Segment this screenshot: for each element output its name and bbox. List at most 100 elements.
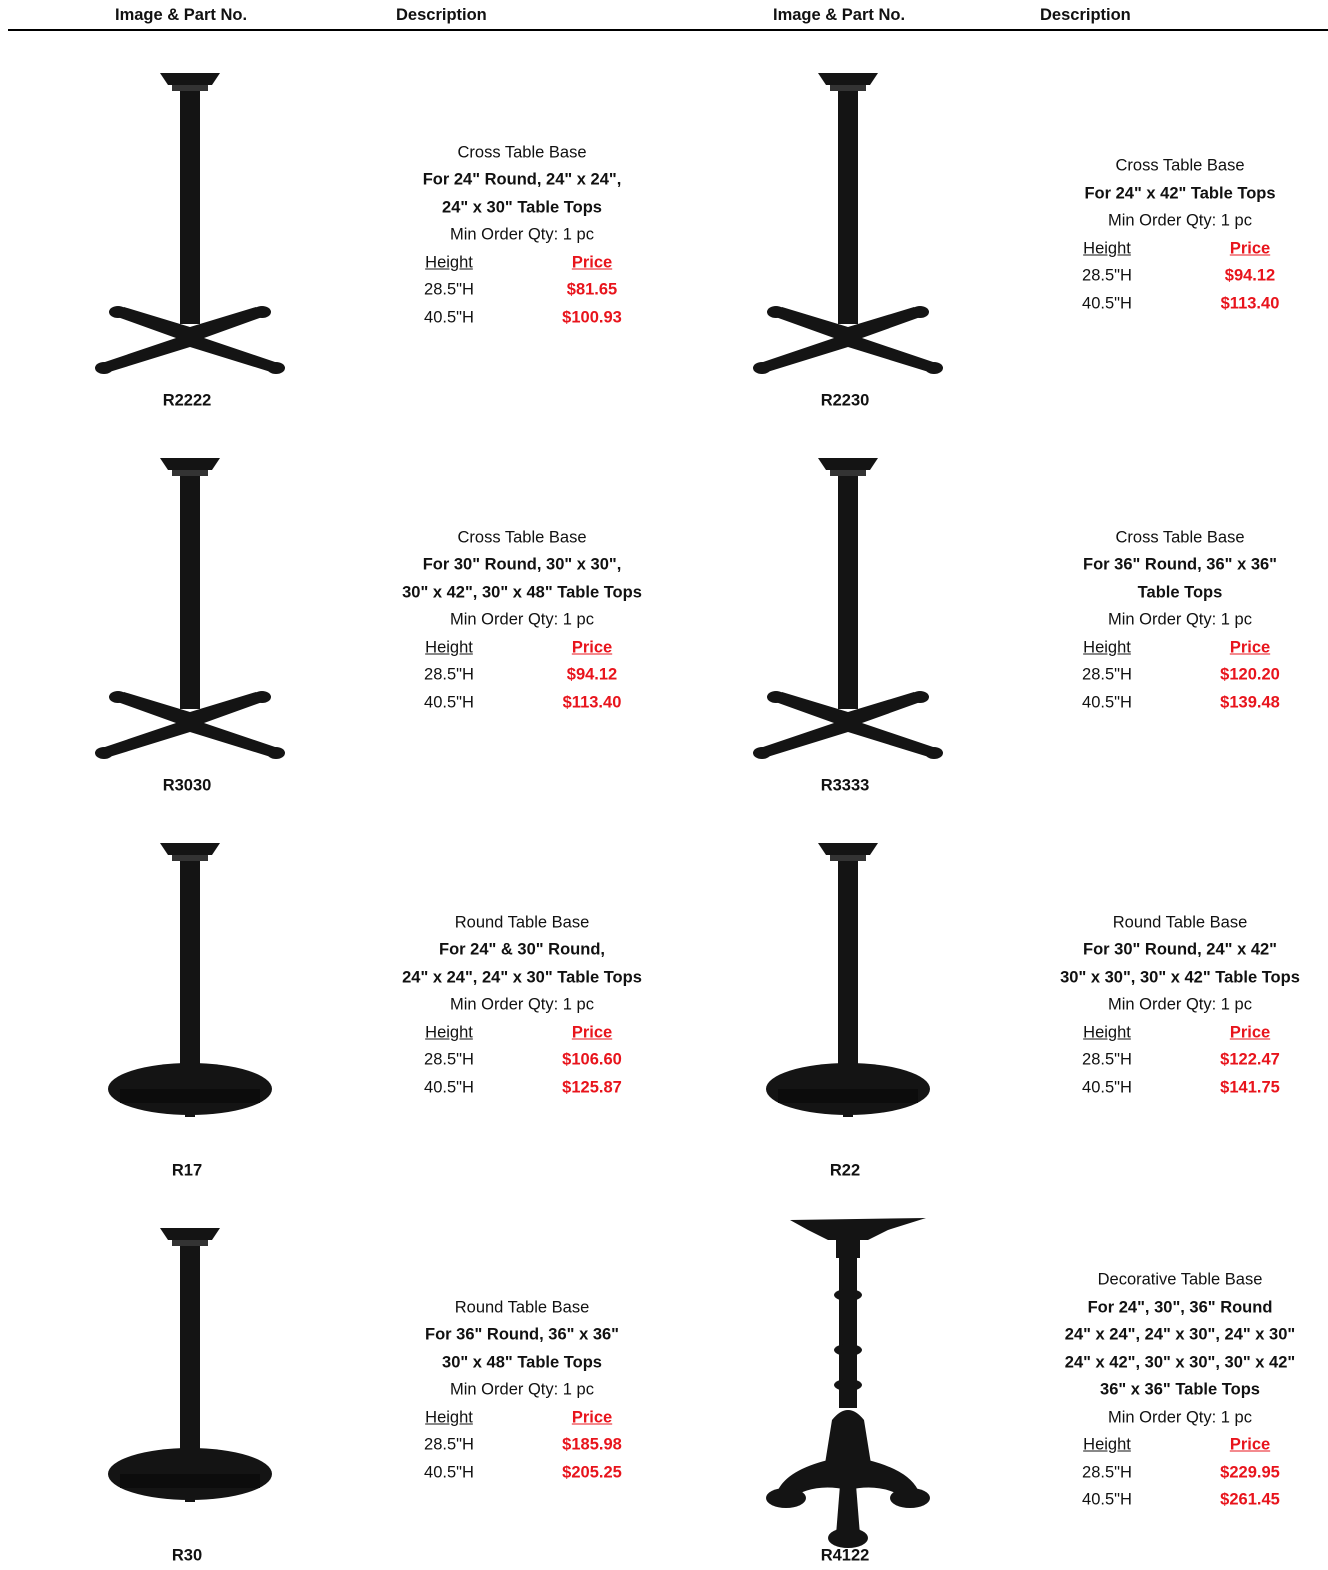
text: Height: [1083, 638, 1131, 656]
text: 24" x 42", 30" x 30", 30" x 42": [1064, 1353, 1296, 1371]
image-part: [180, 484, 200, 709]
text: Cross Table Base: [457, 143, 587, 161]
text: Height: [425, 1023, 473, 1041]
image-part: [253, 306, 271, 318]
column-header: Description: [396, 6, 487, 24]
text: Price: [571, 638, 613, 656]
text: Price: [1229, 1023, 1271, 1041]
image-part: [180, 476, 200, 484]
text: 28.5"H: [424, 665, 474, 684]
image-part: [911, 691, 929, 703]
text: $205.25: [562, 1463, 622, 1481]
image-part: [838, 484, 858, 709]
text: $100.93: [562, 308, 622, 326]
image-part: [180, 91, 200, 99]
image-part: [778, 1460, 918, 1500]
text: 36" x 36" Table Tops: [1100, 1380, 1260, 1399]
image-part: [911, 306, 929, 318]
text: Height: [1083, 239, 1131, 258]
image-part: [760, 307, 936, 373]
text: Round Table Base: [1112, 913, 1248, 931]
image-part: [109, 306, 127, 318]
image-part: [838, 91, 858, 99]
image-part: [838, 869, 858, 1069]
text: $94.12: [1224, 266, 1276, 285]
image-part: [180, 99, 200, 324]
text: 24" x 24", 24" x 30" Table Tops: [402, 968, 642, 986]
text: R3333: [820, 776, 870, 795]
text: Min Order Qty: 1 pc: [1108, 610, 1252, 629]
image-part: [267, 362, 285, 374]
text: For 30" Round, 24" x 42": [1082, 940, 1278, 959]
text: Height: [425, 1408, 473, 1426]
text: Price: [571, 1023, 613, 1041]
text: 40.5"H: [424, 308, 474, 326]
image-part: [160, 458, 220, 470]
text: $113.40: [1220, 294, 1280, 313]
image-part: [180, 869, 200, 1069]
image-part: [790, 1218, 926, 1240]
text: Round Table Base: [454, 913, 590, 931]
text: 28.5"H: [1082, 1050, 1132, 1069]
image-part: [109, 691, 127, 703]
text: For 36" Round, 36" x 36": [1082, 555, 1278, 574]
text: R4122: [820, 1546, 870, 1565]
image-part: [836, 1240, 860, 1258]
image-part: [925, 362, 943, 374]
image-part: [160, 1228, 220, 1240]
text: 28.5"H: [424, 1050, 474, 1069]
image-part: [767, 306, 785, 318]
text: $185.98: [562, 1435, 622, 1454]
text: $81.65: [566, 280, 618, 299]
text: Height: [1083, 1435, 1131, 1454]
image-part: [838, 99, 858, 324]
column-header: Image & Part No.: [773, 6, 906, 24]
text: Cross Table Base: [1115, 528, 1245, 546]
image-part: [760, 692, 936, 758]
text: 28.5"H: [424, 280, 474, 299]
text: $139.48: [1220, 693, 1280, 711]
text: 40.5"H: [1082, 1490, 1132, 1509]
image-part: [160, 843, 220, 855]
text: 28.5"H: [1082, 1463, 1132, 1481]
text: Table Tops: [1137, 583, 1223, 601]
text: For 30" Round, 30" x 30",: [422, 555, 622, 574]
text: 30" x 30", 30" x 42" Table Tops: [1060, 968, 1300, 986]
text: $106.60: [562, 1050, 622, 1069]
text: Min Order Qty: 1 pc: [1108, 1408, 1252, 1426]
image-part: [172, 85, 208, 91]
text: Min Order Qty: 1 pc: [1108, 995, 1252, 1014]
image-part: [818, 843, 878, 855]
text: 40.5"H: [424, 1463, 474, 1481]
image-part: [180, 861, 200, 869]
text: Price: [571, 1408, 613, 1426]
text: Height: [1083, 1023, 1131, 1041]
image-part: [102, 692, 278, 758]
text: R17: [171, 1161, 203, 1180]
image-part: [766, 1488, 806, 1508]
text: 40.5"H: [424, 693, 474, 711]
text: 40.5"H: [1082, 294, 1132, 313]
image-part: [172, 1240, 208, 1246]
text: 28.5"H: [424, 1435, 474, 1454]
image-part: [160, 73, 220, 85]
text: 40.5"H: [1082, 693, 1132, 711]
text: Min Order Qty: 1 pc: [450, 1380, 594, 1399]
image-part: [120, 1474, 260, 1488]
image-part: [180, 1246, 200, 1254]
text: Round Table Base: [454, 1298, 590, 1316]
image-part: [753, 362, 771, 374]
text: Price: [1229, 638, 1271, 656]
text: R3030: [162, 776, 212, 795]
text: Price: [1229, 1435, 1271, 1454]
text: R22: [829, 1161, 861, 1180]
text: $113.40: [562, 693, 622, 711]
text: Height: [425, 638, 473, 656]
image-part: [834, 1344, 862, 1356]
text: R30: [171, 1546, 203, 1565]
image-part: [767, 691, 785, 703]
text: 24" x 30" Table Tops: [442, 198, 602, 216]
image-part: [828, 1528, 868, 1548]
text: Min Order Qty: 1 pc: [450, 995, 594, 1014]
image-part: [830, 85, 866, 91]
